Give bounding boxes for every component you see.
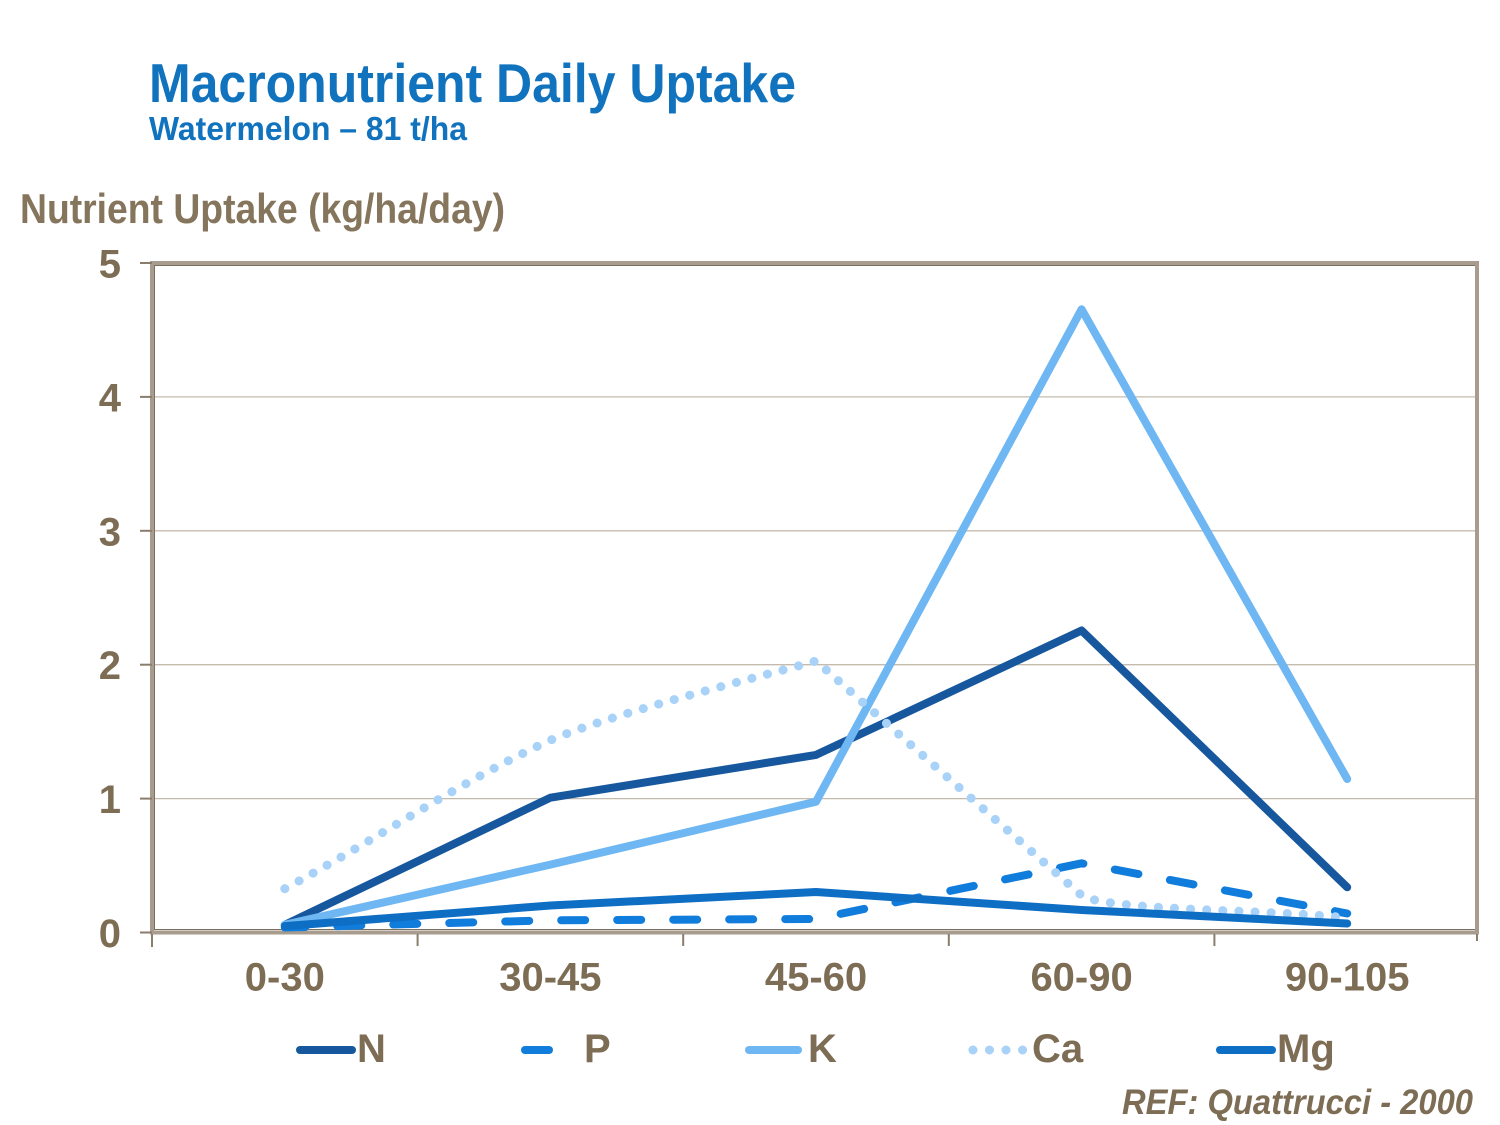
svg-text:Watermelon – 81 t/ha: Watermelon – 81 t/ha <box>149 110 468 147</box>
svg-text:Mg: Mg <box>1277 1027 1335 1071</box>
svg-text:Macronutrient Daily Uptake: Macronutrient Daily Uptake <box>149 52 796 114</box>
svg-text:P: P <box>584 1027 611 1071</box>
svg-text:90-105: 90-105 <box>1285 956 1410 1000</box>
svg-text:0: 0 <box>99 912 121 956</box>
svg-text:Nutrient Uptake (kg/ha/day): Nutrient Uptake (kg/ha/day) <box>20 185 505 232</box>
svg-text:1: 1 <box>99 778 121 822</box>
svg-text:60-90: 60-90 <box>1030 956 1132 1000</box>
svg-text:4: 4 <box>99 376 122 420</box>
svg-text:N: N <box>357 1027 386 1071</box>
svg-text:5: 5 <box>99 243 121 287</box>
svg-text:0-30: 0-30 <box>245 956 325 1000</box>
svg-text:REF: Quattrucci - 2000: REF: Quattrucci - 2000 <box>1122 1083 1473 1122</box>
svg-text:3: 3 <box>99 510 121 554</box>
svg-text:2: 2 <box>99 644 121 688</box>
svg-text:K: K <box>808 1027 837 1071</box>
svg-text:45-60: 45-60 <box>765 956 867 1000</box>
svg-text:30-45: 30-45 <box>499 956 601 1000</box>
svg-text:Ca: Ca <box>1032 1027 1084 1071</box>
